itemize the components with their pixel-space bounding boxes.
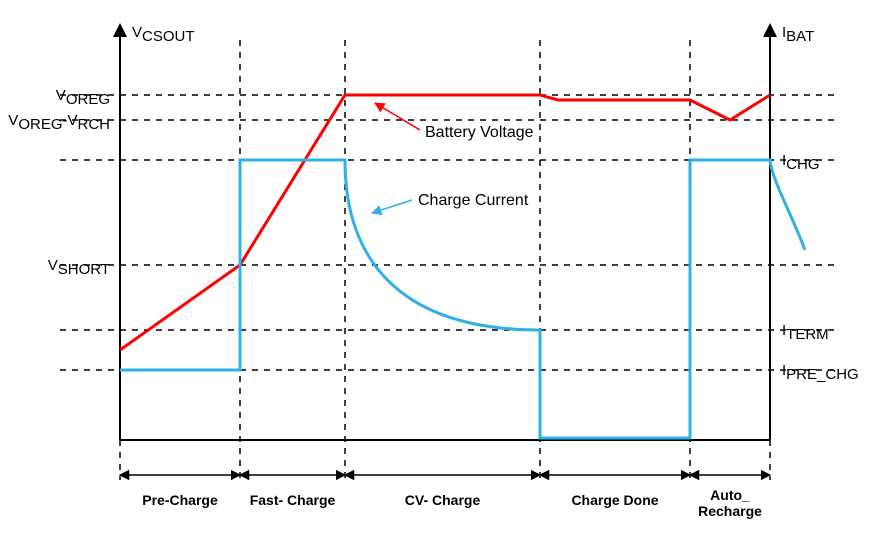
- phase-label: Charge Done: [571, 492, 658, 508]
- y-axis-right-label: IBAT: [782, 24, 814, 45]
- svg-text:Battery Voltage: Battery Voltage: [425, 124, 534, 141]
- svg-text:Charge Current: Charge Current: [418, 192, 529, 209]
- phase-label: Auto_Recharge: [698, 487, 762, 519]
- battery-voltage-annotation: Battery Voltage: [375, 103, 534, 141]
- battery-charge-profile-chart: VCSOUT IBAT VOREG VOREG-VRCH VSHORT ICHG IT…: [0, 0, 884, 542]
- phase-label: Fast- Charge: [250, 492, 336, 508]
- y-left-tick-labels: VOREG VOREG-VRCH VSHORT: [8, 87, 110, 278]
- y-left-label: VOREG-VRCH: [8, 112, 110, 133]
- y-right-label: ITERM: [782, 322, 829, 343]
- axes: [120, 30, 770, 440]
- y-axis-left-label: VCSOUT: [132, 24, 195, 45]
- phase-ranges: Pre-Charge Fast- Charge CV- Charge Charge D…: [124, 475, 766, 519]
- charge-current-annotation: Charge Current: [372, 192, 529, 213]
- y-right-tick-labels: ICHG ITERM IPRE_CHG: [782, 152, 859, 383]
- y-right-label: ICHG: [782, 152, 820, 173]
- vertical-phase-dividers: [120, 40, 770, 480]
- y-right-label: IPRE_CHG: [782, 362, 859, 383]
- phase-label: Pre-Charge: [142, 492, 218, 508]
- y-left-label: VSHORT: [48, 257, 110, 278]
- y-left-label: VOREG: [56, 87, 110, 108]
- phase-label: CV- Charge: [405, 492, 481, 508]
